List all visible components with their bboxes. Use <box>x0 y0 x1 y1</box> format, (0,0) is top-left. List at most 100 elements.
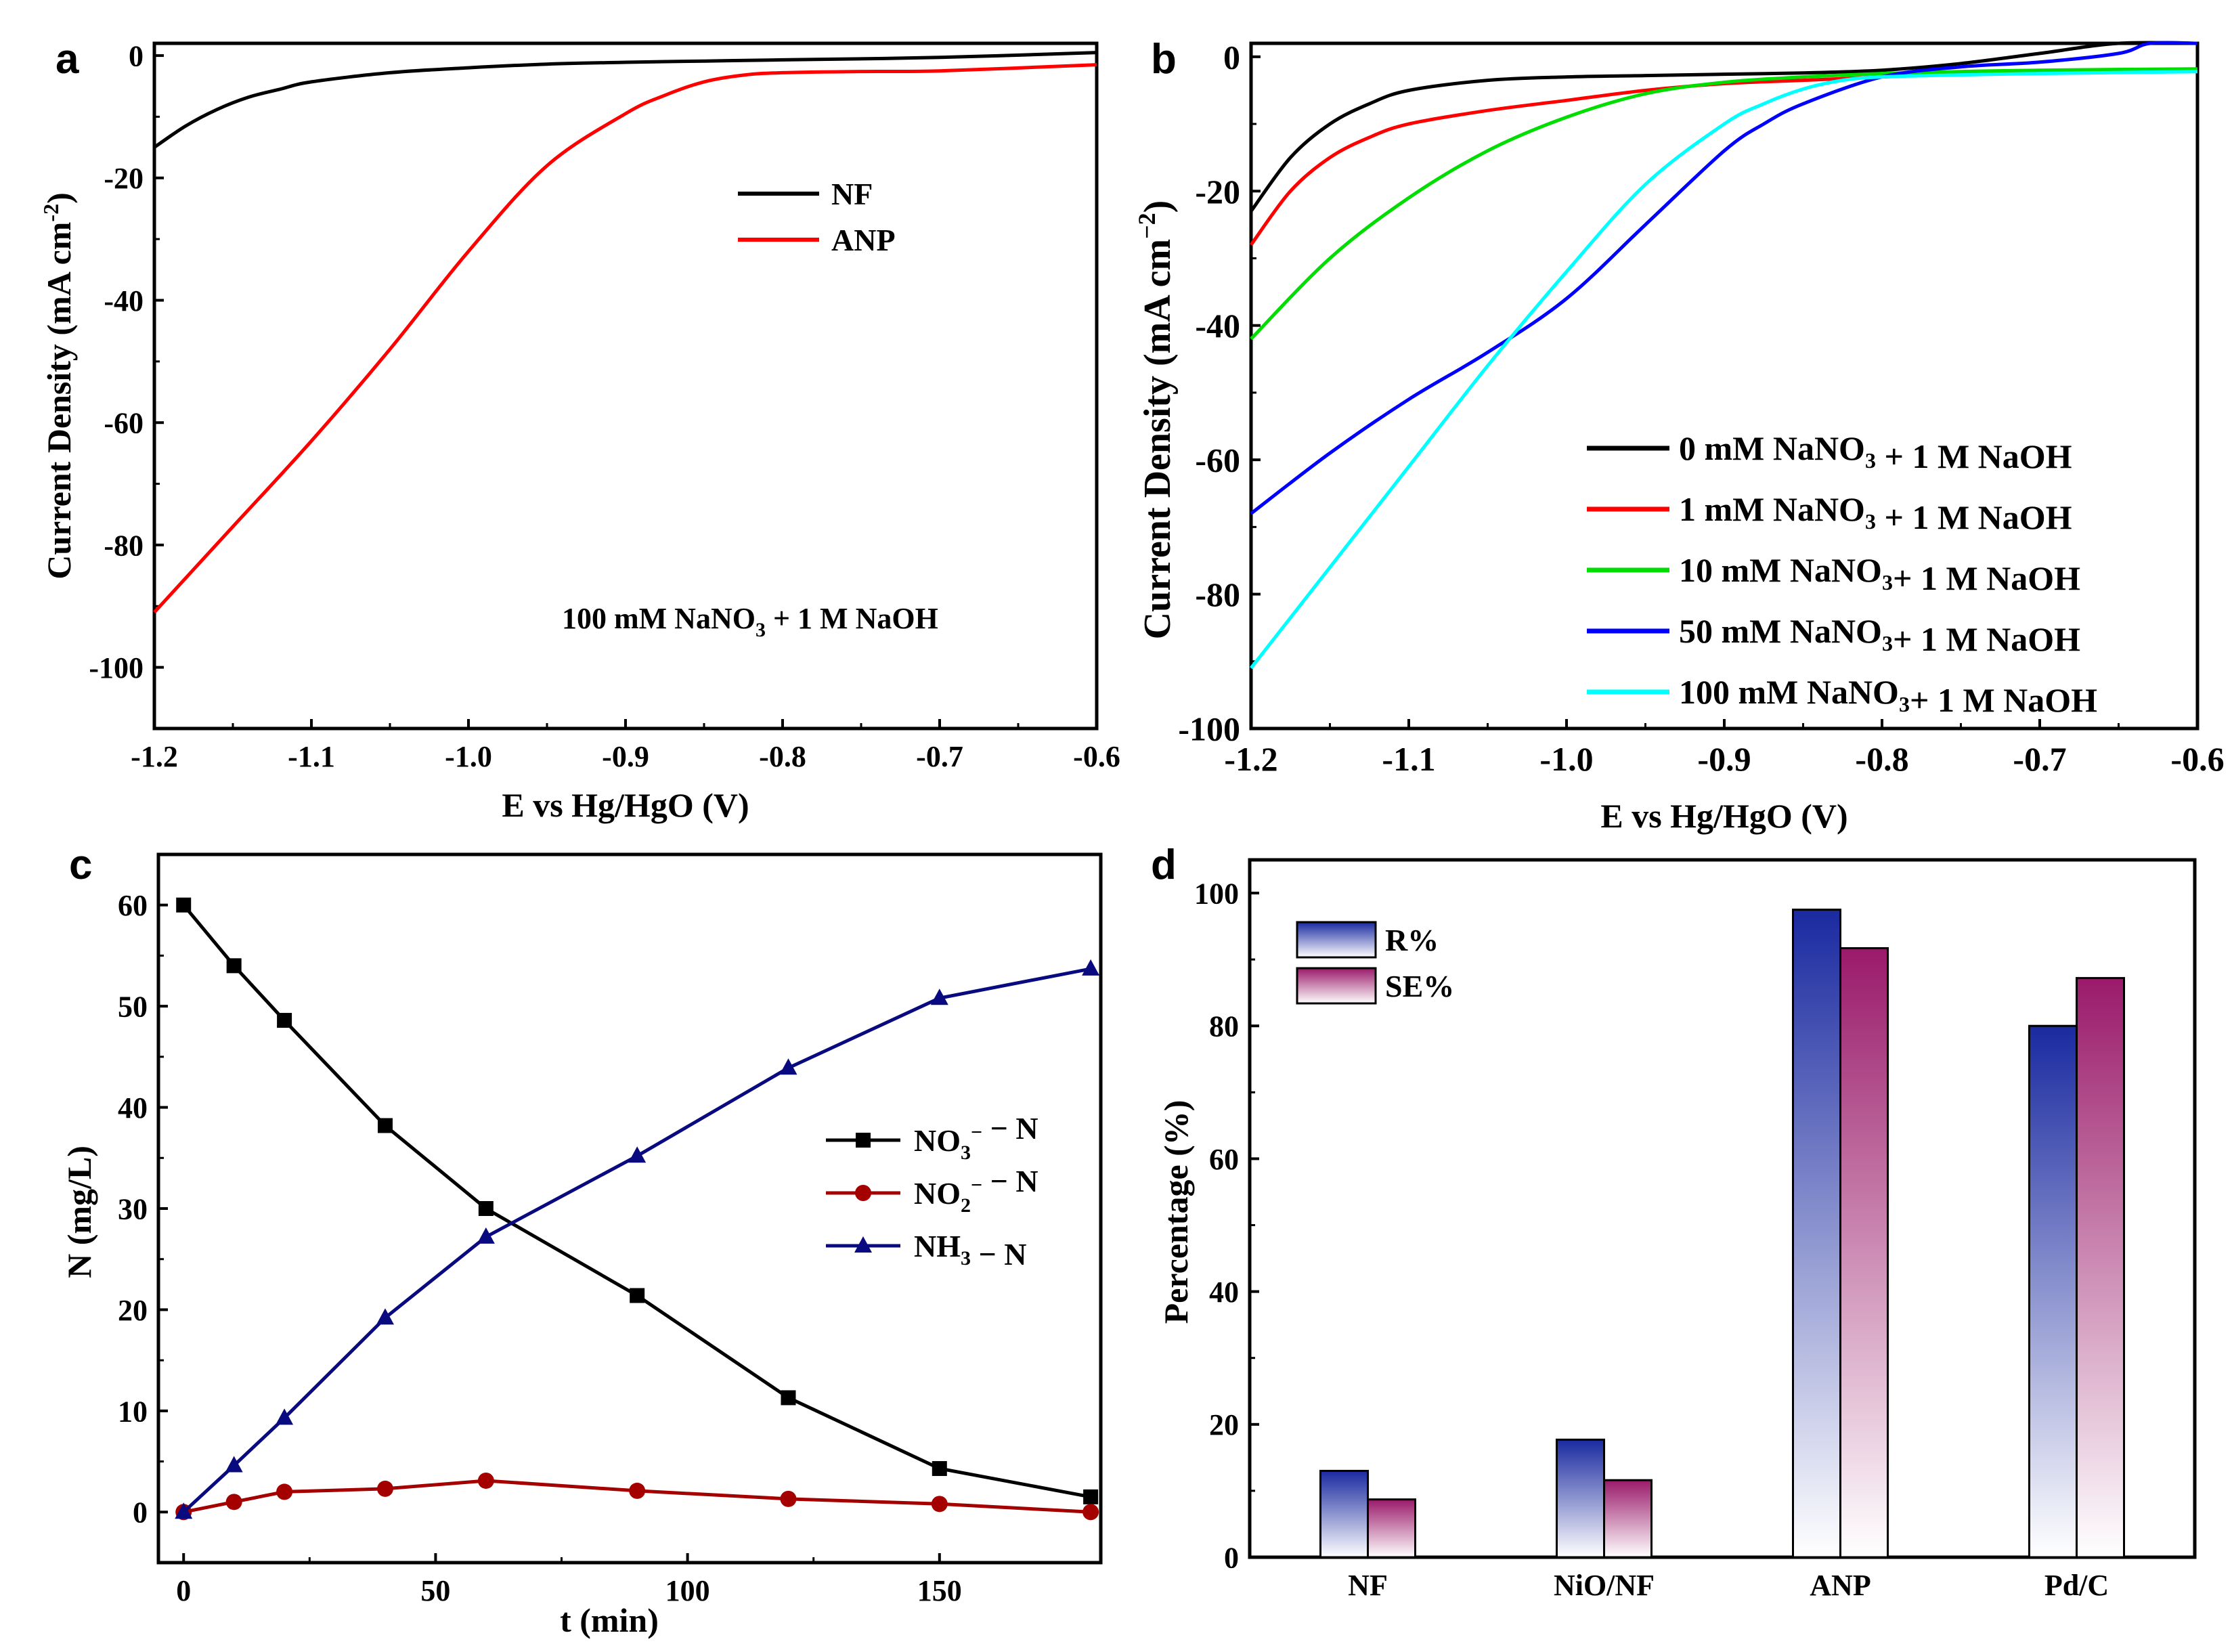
panel-b-ytick-label: -40 <box>1195 307 1240 345</box>
panel-b-ylabel: Current Density (mA cm−2) <box>1133 200 1179 640</box>
panel-d-bar-r <box>2028 1024 2078 1559</box>
panel-c-xtick-label: 0 <box>176 1574 191 1607</box>
panel-b-legend-label-0: 0 mM NaNO3 + 1 M NaOH <box>1679 429 2072 475</box>
panel-d-bar-r <box>1792 909 1841 1559</box>
panel-a-xtick-label: -0.6 <box>1073 740 1120 773</box>
panel-c-point <box>225 1456 243 1473</box>
panel-c-ticks: 0 10 20 30 40 50 60 0 50 100 150 <box>118 889 962 1607</box>
panel-c-point <box>629 1482 646 1499</box>
panel-a-series-line-0 <box>153 51 1097 149</box>
panel-d-ticks: 0 20 40 60 80 100 NF NiO/NF ANP Pd/C <box>1194 877 2109 1602</box>
panel-d-category-label: NF <box>1348 1569 1388 1602</box>
panel-a-series <box>153 51 1097 613</box>
panel-d-legend-label-1: SE% <box>1385 969 1454 1003</box>
panel-a-legend: NF ANP <box>738 177 896 257</box>
panel-c-point <box>932 1461 947 1477</box>
panel-d-ytick-label: 40 <box>1209 1276 1239 1309</box>
panel-a: a 0 -20 -40 -60 -80 -100 -1.2 -1.1 -1.0 -0.9 -0.8 -… <box>39 36 1120 824</box>
panel-a-xtick-label: -1.2 <box>131 740 178 773</box>
panel-a-annotation: 100 mM NaNO3 + 1 M NaOH <box>562 602 938 641</box>
panel-d-ytick-label: 80 <box>1209 1010 1239 1043</box>
panel-c-legend-marker-2 <box>854 1236 872 1253</box>
panel-a-xtick-label: -0.7 <box>916 740 963 773</box>
panel-d-plot-frame <box>1248 858 2197 1559</box>
panel-c-point <box>377 1118 393 1133</box>
panel-d-ytick-label: 100 <box>1194 877 1239 910</box>
panel-c-ytick-label: 0 <box>133 1496 148 1529</box>
panel-c-xtick-label: 150 <box>917 1574 962 1607</box>
panel-a-legend-label-1: ANP <box>831 223 896 257</box>
panel-a-ytick-label: -100 <box>89 651 144 684</box>
panel-c-legend-marker-0 <box>856 1133 871 1148</box>
panel-b-series-line-1 <box>1249 68 2198 246</box>
panel-d-letter: d <box>1151 842 1177 888</box>
panel-c-point <box>376 1480 393 1497</box>
panel-c-point <box>781 1390 796 1406</box>
panel-c-point <box>477 1472 494 1489</box>
panel-a-ytick-label: -60 <box>104 407 144 440</box>
panel-c-ytick-label: 40 <box>118 1091 148 1125</box>
panel-c-point <box>225 1494 242 1510</box>
panel-d-legend-swatch-1 <box>1296 967 1377 1005</box>
panel-a-legend-label-0: NF <box>831 177 873 211</box>
panel-c-series <box>175 897 1100 1521</box>
panel-d-category-label: NiO/NF <box>1554 1569 1655 1602</box>
panel-b-series <box>1249 41 2198 670</box>
panel-d-category-label: Pd/C <box>2044 1569 2109 1602</box>
panel-c-point <box>630 1288 645 1303</box>
panel-a-xtick-label: -1.1 <box>288 740 335 773</box>
panel-c-point <box>276 1483 293 1500</box>
panel-c-point <box>1082 1504 1099 1521</box>
panel-b-legend: 0 mM NaNO3 + 1 M NaOH 1 mM NaNO3 + 1 M Na… <box>1587 429 2097 719</box>
panel-d-category-label: ANP <box>1810 1569 1870 1602</box>
panel-a-xtick-label: -1.0 <box>445 740 492 773</box>
panel-d-ytick-label: 60 <box>1209 1143 1239 1176</box>
panel-c-letter: c <box>69 842 92 888</box>
panel-c-ytick-label: 20 <box>118 1294 148 1327</box>
panel-a-ylabel: Current Density (mA cm-2) <box>39 192 78 579</box>
panel-b-series-line-0 <box>1249 41 2198 213</box>
panel-b-ytick-label: -20 <box>1195 173 1240 211</box>
panel-c-point <box>779 1058 797 1075</box>
panel-a-ytick-label: -20 <box>104 162 144 195</box>
panel-d-bar-se <box>1839 947 1889 1559</box>
panel-c-point <box>376 1308 394 1325</box>
panel-c-xtick-label: 100 <box>665 1574 710 1607</box>
panel-c-point <box>930 988 948 1005</box>
panel-d-bar-se <box>2076 977 2125 1559</box>
panel-a-ticks: 0 -20 -40 -60 -80 -100 -1.2 -1.1 -1.0 -0.9 -0.8 -0.… <box>89 39 1120 773</box>
panel-b-xtick-label: -1.0 <box>1539 740 1593 778</box>
panel-b-ytick-label: -100 <box>1178 710 1240 748</box>
panel-b-letter: b <box>1151 36 1177 83</box>
panel-c-legend-label-0: NO3− − N <box>914 1111 1038 1164</box>
panel-b-xtick-label: -0.7 <box>2013 740 2066 778</box>
panel-c-point <box>931 1496 948 1513</box>
panel-d-legend-label-0: R% <box>1385 923 1439 957</box>
panel-b-xtick-label: -0.8 <box>1855 740 1908 778</box>
panel-c-xlabel: t (min) <box>560 1601 659 1639</box>
panel-c-point <box>628 1146 647 1163</box>
panel-c-point <box>176 897 192 913</box>
panel-b-xtick-label: -1.1 <box>1382 740 1435 778</box>
panel-d-bar-se <box>1603 1479 1653 1559</box>
panel-d-legend: R% SE% <box>1296 921 1454 1005</box>
panel-c-point <box>477 1227 495 1244</box>
panel-c-point <box>1082 959 1100 976</box>
panel-a-ytick-label: -40 <box>104 284 144 318</box>
panel-d: d 0 20 40 60 80 100 NF NiO/NF ANP Pd/C R% SE% Perc… <box>1151 842 2197 1602</box>
panel-d-ytick-label: 20 <box>1209 1408 1239 1441</box>
panel-b-ytick-label: -60 <box>1195 441 1240 479</box>
panel-b-series-line-3 <box>1250 41 2198 515</box>
panel-b-ytick-label: 0 <box>1223 38 1240 76</box>
panel-c-legend-label-2: NH3 − N <box>914 1229 1026 1271</box>
panel-d-series <box>1319 909 2125 1559</box>
panel-d-bar-r <box>1319 1469 1369 1559</box>
panel-c-ytick-label: 60 <box>118 889 148 922</box>
panel-a-ytick-label: 0 <box>129 39 144 72</box>
panel-a-ytick-label: -80 <box>104 529 144 562</box>
panel-c-point <box>226 958 242 974</box>
panel-b-xtick-label: -1.2 <box>1224 740 1277 778</box>
